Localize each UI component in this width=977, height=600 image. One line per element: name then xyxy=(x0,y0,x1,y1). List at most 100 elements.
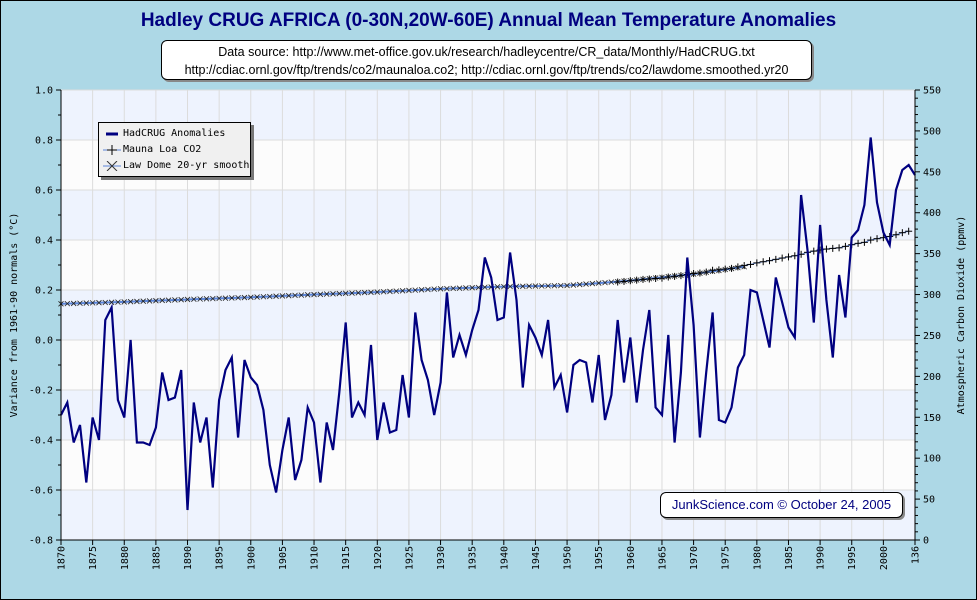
data-point-lawdome xyxy=(197,296,203,302)
data-point-lawdome xyxy=(96,299,102,306)
x-tick-label: 1875 xyxy=(88,546,99,570)
data-point-lawdome xyxy=(456,285,463,291)
legend-label: Law Dome 20-yr smooth xyxy=(123,160,250,171)
y2-tick-label: 350 xyxy=(923,249,941,260)
credit-box: JunkScience.com © October 24, 2005 xyxy=(660,492,903,518)
data-point-lawdome xyxy=(431,286,438,292)
data-point-lawdome xyxy=(526,283,532,289)
x-tick-label: 1935 xyxy=(468,546,479,570)
data-point-maunaloa xyxy=(690,270,698,278)
x-tick-label: 1920 xyxy=(373,546,384,570)
data-source-line-2: http://cdiac.ornl.gov/ftp/trends/co2/mau… xyxy=(184,63,789,77)
data-point-lawdome xyxy=(425,286,431,293)
x-tick-label: 1980 xyxy=(752,546,763,570)
data-point-maunaloa xyxy=(829,244,837,252)
data-point-lawdome xyxy=(589,280,596,287)
y-axis-title: Variance from 1961-90 normals (°C) xyxy=(9,213,20,418)
data-point-lawdome xyxy=(374,289,381,295)
x-tick-label: 1925 xyxy=(404,546,415,570)
data-point-lawdome xyxy=(140,298,147,304)
data-point-lawdome xyxy=(83,300,90,306)
data-point-lawdome xyxy=(191,296,197,303)
y2-tick-label: 450 xyxy=(923,167,941,178)
x-tick-label: 1990 xyxy=(816,546,827,570)
data-point-lawdome xyxy=(210,295,216,302)
legend-item-hadcrug: HadCRUG Anomalies xyxy=(103,126,250,142)
data-point-maunaloa xyxy=(633,276,641,284)
y2-tick-label: 150 xyxy=(923,413,941,424)
x-tick-label: 1965 xyxy=(657,546,668,570)
legend-label: HadCRUG Anomalies xyxy=(123,128,226,139)
data-source-box: Data source: http://www.met-office.gov.u… xyxy=(161,40,812,80)
y-tick-label: -0.4 xyxy=(29,436,53,447)
data-point-lawdome xyxy=(564,282,570,289)
data-point-lawdome xyxy=(266,293,273,300)
data-point-lawdome xyxy=(298,292,305,298)
series-line-hadcrug xyxy=(60,137,916,511)
data-point-lawdome xyxy=(349,290,355,296)
data-point-lawdome xyxy=(538,283,545,289)
data-point-lawdome xyxy=(595,280,602,286)
legend-swatch-line-icon xyxy=(103,129,121,139)
data-point-lawdome xyxy=(77,300,83,307)
y2-tick-label: 100 xyxy=(923,454,941,465)
legend: HadCRUG Anomalies Mauna Loa CO2 Law Dome… xyxy=(98,122,251,177)
y-tick-label: 1.0 xyxy=(35,86,53,97)
y-tick-label: -0.6 xyxy=(29,486,53,497)
data-point-lawdome xyxy=(279,293,286,299)
data-point-lawdome xyxy=(222,295,229,301)
chart-title: Hadley CRUG AFRICA (0-30N,20W-60E) Annua… xyxy=(140,10,837,31)
data-point-maunaloa xyxy=(753,259,761,267)
data-point-maunaloa xyxy=(766,257,774,265)
y2-tick-label: 300 xyxy=(923,290,941,301)
data-point-maunaloa xyxy=(822,245,830,253)
x-tick-label: 1915 xyxy=(341,546,352,570)
data-point-maunaloa xyxy=(639,275,647,283)
y2-axis-title: Atmospheric Carbon Dioxide (ppmv) xyxy=(956,216,967,415)
data-point-maunaloa xyxy=(677,272,685,280)
y-tick-label: 0.0 xyxy=(35,336,53,347)
data-point-lawdome xyxy=(570,282,577,288)
data-point-lawdome xyxy=(115,299,121,305)
data-point-maunaloa xyxy=(867,236,875,244)
data-point-lawdome xyxy=(159,297,165,304)
x-tick-label: 1940 xyxy=(499,546,510,570)
data-point-maunaloa xyxy=(772,255,780,263)
data-point-maunaloa xyxy=(835,244,843,252)
data-point-lawdome xyxy=(412,287,419,293)
data-source-line-1: Data source: http://www.met-office.gov.u… xyxy=(218,45,755,59)
legend-item-lawdome: Law Dome 20-yr smooth xyxy=(103,158,250,174)
data-point-lawdome xyxy=(387,288,393,295)
data-point-maunaloa xyxy=(728,264,736,272)
y2-tick-label: 50 xyxy=(923,495,935,506)
data-point-lawdome xyxy=(64,300,71,307)
data-point-lawdome xyxy=(134,298,140,305)
data-point-maunaloa xyxy=(905,227,913,235)
data-point-lawdome xyxy=(583,281,589,287)
x-tick-label: 1960 xyxy=(626,546,637,570)
data-point-lawdome xyxy=(520,283,526,290)
data-point-lawdome xyxy=(463,285,469,291)
data-point-lawdome xyxy=(247,294,254,301)
data-point-lawdome xyxy=(285,292,292,299)
data-point-maunaloa xyxy=(671,272,679,280)
y2-tick-label: 400 xyxy=(923,208,941,219)
data-point-maunaloa xyxy=(715,266,723,274)
data-point-lawdome xyxy=(146,298,153,304)
x-tick-label: 1930 xyxy=(436,546,447,570)
x-tick-label: 1885 xyxy=(151,546,162,570)
data-point-lawdome xyxy=(235,294,241,301)
y2-tick-label: 0 xyxy=(923,536,929,547)
data-point-lawdome xyxy=(330,291,336,297)
plot-band xyxy=(61,390,915,440)
data-point-lawdome xyxy=(311,291,317,298)
data-point-maunaloa xyxy=(664,273,672,281)
data-point-maunaloa xyxy=(620,277,628,285)
data-point-lawdome xyxy=(304,292,311,298)
x-tick-label: 1905 xyxy=(278,546,289,570)
data-point-lawdome xyxy=(102,299,109,306)
y-tick-label: -0.2 xyxy=(29,386,53,397)
data-point-lawdome xyxy=(273,293,279,299)
data-point-maunaloa xyxy=(702,268,710,276)
data-point-lawdome xyxy=(216,295,222,302)
